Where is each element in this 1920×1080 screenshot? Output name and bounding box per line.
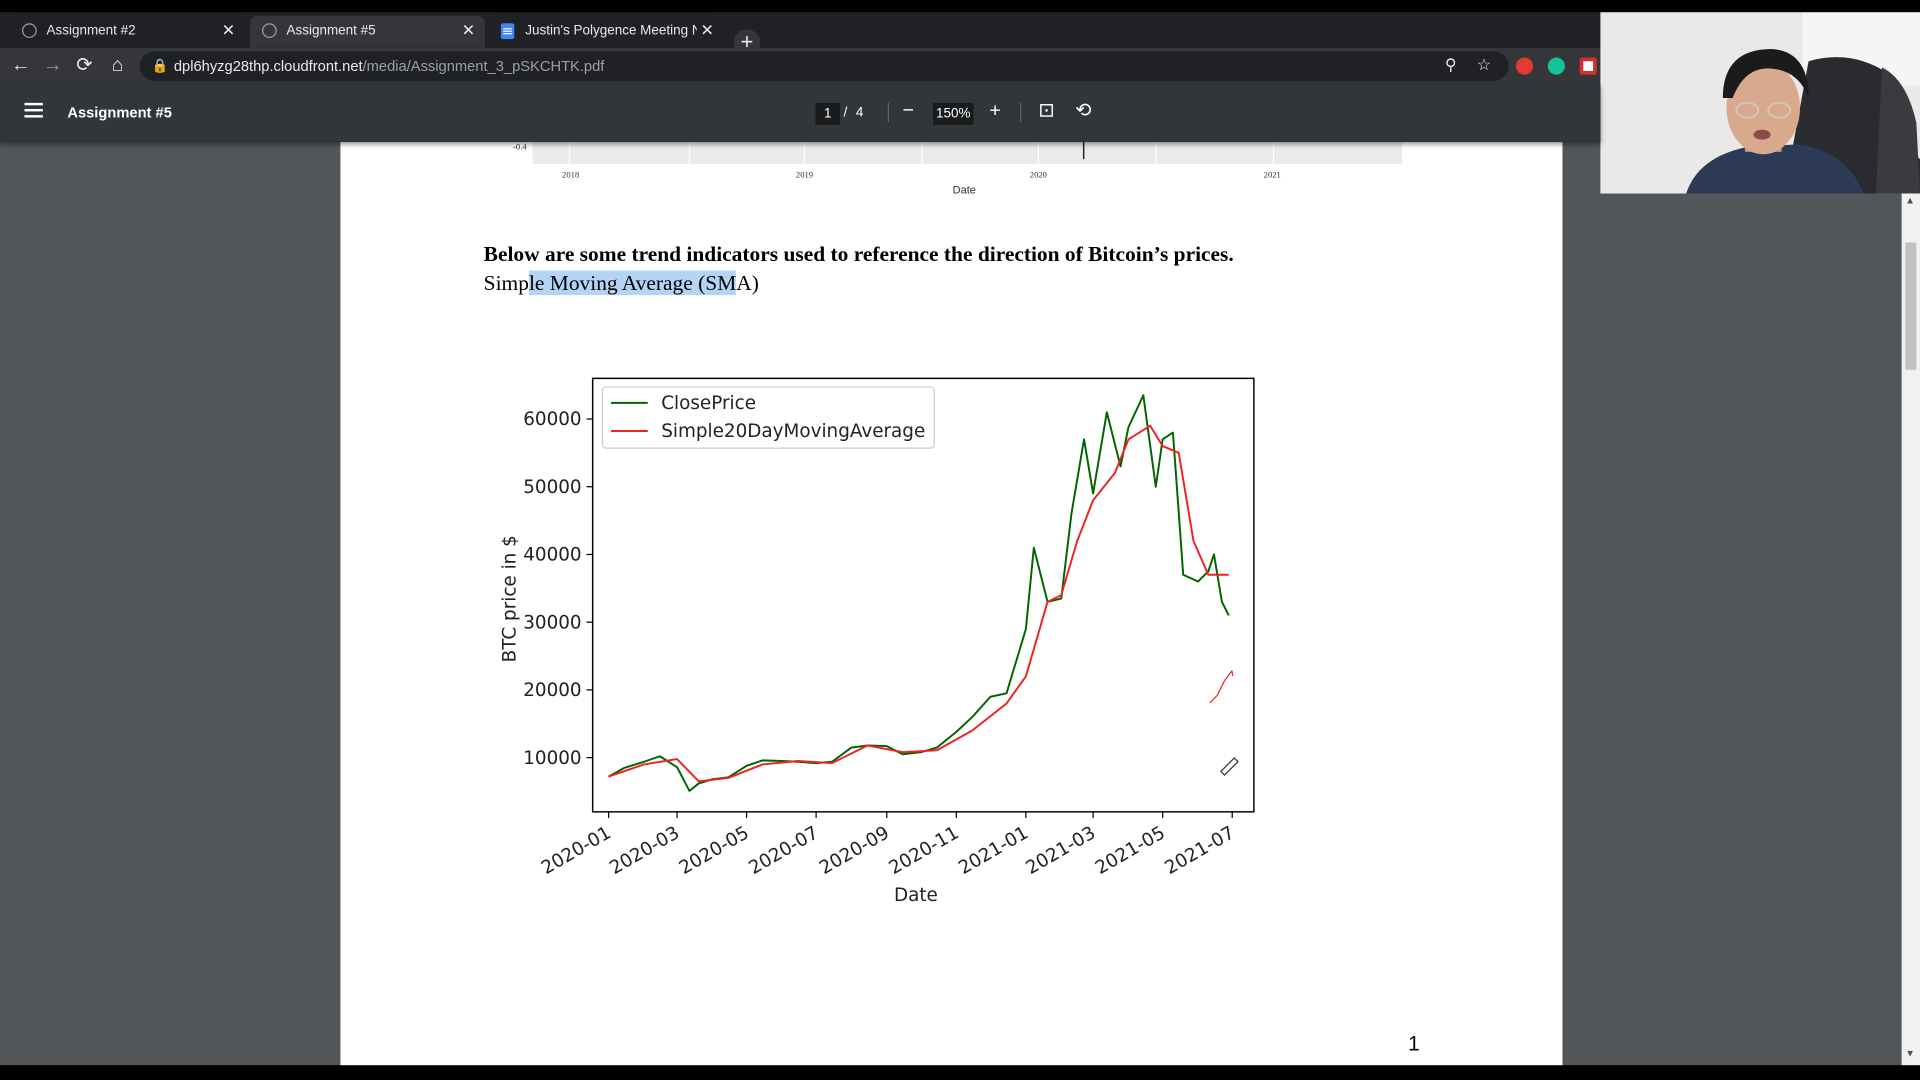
forward-icon[interactable]: →	[42, 55, 63, 76]
legend-label: Simple20DayMovingAverage	[661, 421, 925, 442]
x-tick-label: 2020-11	[886, 822, 963, 879]
zoom-in-button[interactable]: +	[989, 100, 1001, 122]
scroll-up-icon[interactable]: ▲	[1905, 194, 1916, 206]
tab-label: Assignment #2	[46, 23, 136, 38]
y-tick-label: 20000	[523, 680, 581, 701]
divider	[887, 102, 889, 123]
btc-price-chart: 1000020000300004000050000600002020-01202…	[500, 377, 1255, 906]
x-tick-label: 2020-09	[816, 822, 893, 879]
pdf-toolbar: Assignment #5 1 / 4 − 150% + ⊡ ⟲	[0, 84, 1601, 143]
tab-assignment-2[interactable]: Assignment #2 ✕	[9, 15, 245, 48]
close-icon[interactable]: ✕	[221, 20, 236, 40]
previous-chart-xtick: 2018	[562, 170, 580, 180]
legend-box	[601, 386, 935, 449]
page-separator: /	[843, 105, 848, 120]
globe-icon	[262, 23, 277, 38]
bookmark-star-icon[interactable]: ☆	[1476, 55, 1492, 74]
tab-label: Justin's Polygence Meeting Note	[525, 23, 696, 38]
x-tick-label: 2021-07	[1161, 822, 1238, 879]
tab-meeting-notes[interactable]: Justin's Polygence Meeting Note ✕	[488, 15, 724, 48]
previous-chart-bottom	[532, 142, 1403, 165]
x-tick-label: 2021-03	[1022, 822, 1099, 879]
text-selection: le Moving Average (SM	[528, 270, 737, 296]
page-total: 4	[855, 105, 864, 120]
pencil-cursor-icon	[1219, 757, 1239, 776]
x-tick-label: 2020-01	[538, 822, 615, 879]
y-tick-label: 60000	[523, 409, 581, 430]
close-icon[interactable]: ✕	[700, 20, 714, 40]
document-title: Assignment #5	[67, 104, 172, 122]
globe-icon	[22, 23, 37, 38]
zoom-level-input[interactable]: 150%	[933, 102, 974, 125]
home-icon[interactable]: ⌂	[111, 55, 124, 76]
fit-page-icon[interactable]: ⊡	[1038, 100, 1055, 122]
section-subheading: Simple Moving Average (SMA)	[483, 270, 759, 296]
close-icon[interactable]: ✕	[461, 20, 476, 40]
previous-chart-ytick: -0.4	[513, 142, 527, 152]
extension-icon[interactable]	[1579, 57, 1597, 75]
browser-toolbar: ← → ⟳ ⌂ 🔒 dpl6hyzg28thp.cloudfront.net/m…	[0, 47, 1601, 85]
scroll-down-icon[interactable]: ▼	[1905, 1048, 1916, 1060]
grammarly-icon[interactable]	[1547, 57, 1565, 75]
extension-icon[interactable]	[1515, 57, 1534, 75]
back-icon[interactable]: ←	[11, 55, 31, 76]
docs-icon	[500, 23, 515, 40]
x-tick-label: 2020-05	[676, 822, 753, 879]
previous-chart-xtick: 2020	[1029, 170, 1047, 180]
pen-annotation	[1209, 669, 1234, 704]
divider	[1020, 102, 1022, 123]
pdf-page: -0.4 2018 2019 2020 2021 Date Below are …	[340, 142, 1563, 1066]
bottom-edge	[0, 1065, 1920, 1080]
legend-label: ClosePrice	[661, 393, 756, 414]
reload-icon[interactable]: ⟳	[76, 55, 93, 76]
scrollbar-thumb[interactable]	[1905, 242, 1917, 370]
previous-chart-xtick: 2021	[1263, 170, 1281, 180]
url-text: dpl6hyzg28thp.cloudfront.net/media/Assig…	[173, 57, 605, 75]
x-tick-label: 2021-01	[955, 822, 1032, 879]
rotate-icon[interactable]: ⟲	[1075, 100, 1092, 122]
section-heading: Below are some trend indicators used to …	[483, 241, 1234, 266]
y-tick-label: 40000	[523, 545, 581, 566]
webcam-overlay	[1600, 12, 1920, 194]
y-axis-label: BTC price in $	[500, 535, 521, 662]
vertical-scrollbar[interactable]: ▲ ▼	[1901, 193, 1920, 1066]
plot-area	[591, 377, 1255, 813]
browser-tab-bar: Assignment #2 ✕ Assignment #5 ✕ Justin's…	[0, 12, 1601, 57]
zoom-icon[interactable]: ⚲	[1444, 55, 1457, 74]
address-bar[interactable]: 🔒 dpl6hyzg28thp.cloudfront.net/media/Ass…	[139, 51, 1509, 81]
previous-chart-xlabel: Date	[952, 183, 976, 196]
previous-chart-xtick: 2019	[795, 170, 814, 180]
lock-icon: 🔒	[151, 58, 169, 74]
y-tick-label: 10000	[523, 748, 581, 769]
menu-icon[interactable]	[24, 102, 43, 118]
zoom-out-button[interactable]: −	[902, 100, 914, 122]
y-tick-label: 30000	[523, 612, 581, 633]
page-number-input[interactable]: 1	[815, 102, 840, 125]
x-axis-label: Date	[894, 885, 938, 906]
pdf-viewer-area[interactable]: -0.4 2018 2019 2020 2021 Date Below are …	[0, 142, 1920, 1066]
tab-assignment-5[interactable]: Assignment #5 ✕	[249, 15, 485, 48]
tab-label: Assignment #5	[286, 23, 376, 38]
series-line-simple20daymovingaverage	[608, 424, 1229, 783]
presenter-video	[1600, 12, 1920, 194]
y-tick-label: 50000	[523, 477, 581, 498]
x-tick-label: 2020-07	[745, 822, 822, 879]
page-number: 1	[1408, 1032, 1420, 1056]
x-tick-label: 2020-03	[606, 822, 683, 879]
x-tick-label: 2021-05	[1092, 822, 1169, 879]
